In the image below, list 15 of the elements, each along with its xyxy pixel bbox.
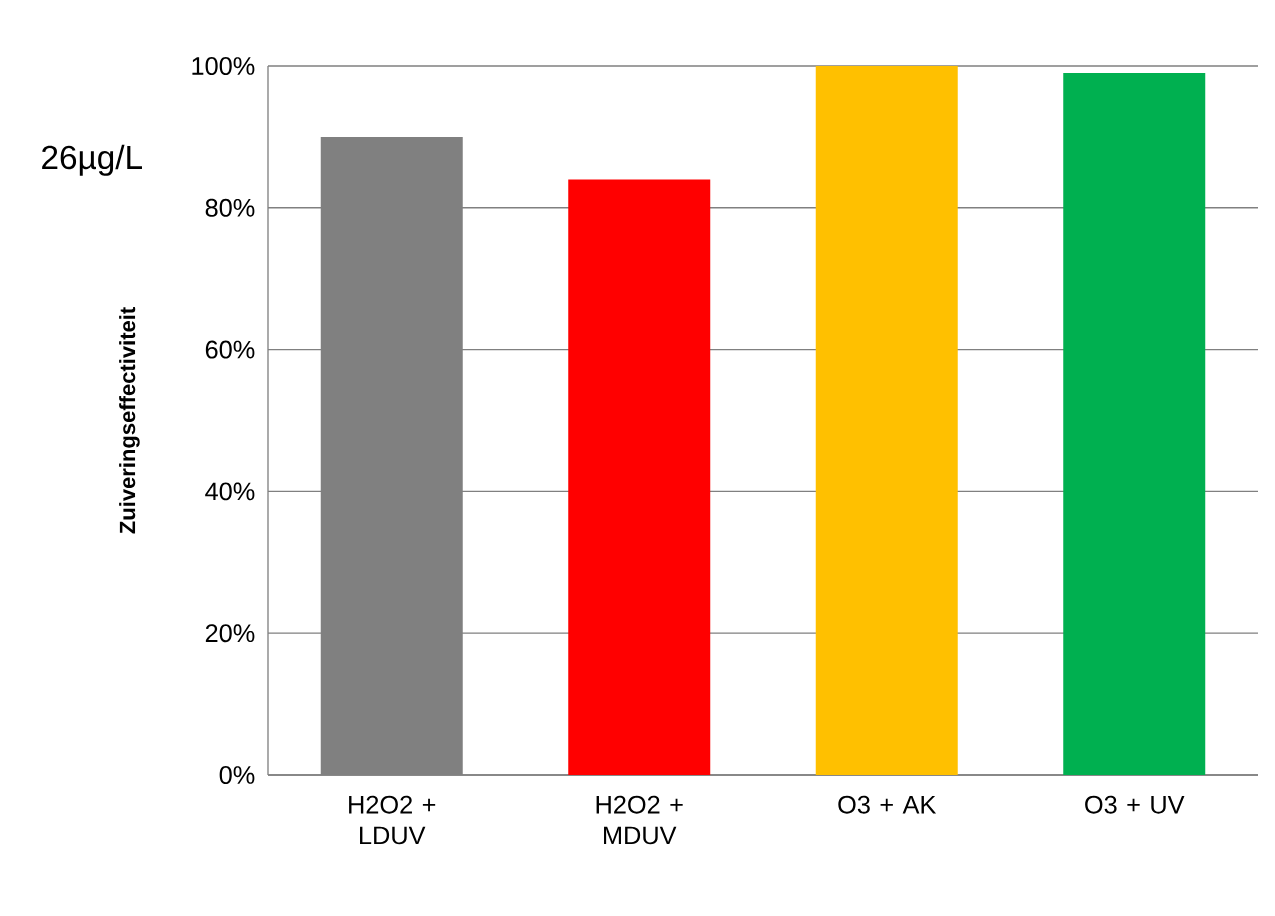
x-tick-label: O3 + AK: [838, 795, 937, 814]
x-tick-label: H2O2 + MDUV: [596, 795, 683, 845]
bar: [815, 65, 958, 775]
y-tick-label: 100%: [192, 57, 255, 75]
text: 26µg/L: [42, 144, 142, 176]
bar: [1063, 73, 1206, 775]
bar: [568, 179, 711, 775]
y-tick-label: 20%: [205, 624, 255, 643]
y-tick-label: 60%: [205, 340, 255, 359]
x-tick-label: H2O2 + LDUV: [349, 795, 436, 845]
y-tick-label: 0%: [219, 766, 255, 784]
y-tick-label: 40%: [205, 482, 255, 501]
y-axis-title: Zuiveringseffectiviteit: [119, 307, 140, 534]
x-tick-label: O3 + UV: [1085, 795, 1185, 814]
y-tick-label: 80%: [205, 198, 255, 217]
